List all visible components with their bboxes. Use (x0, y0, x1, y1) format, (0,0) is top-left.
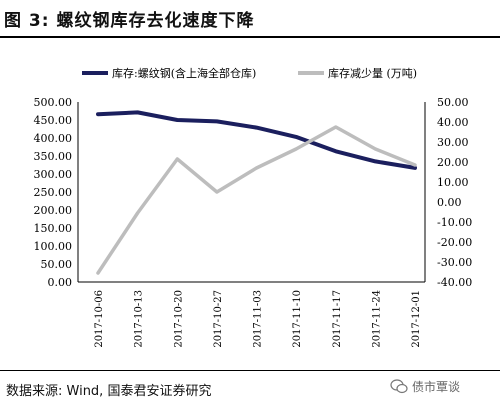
data-point-decrease (215, 190, 219, 194)
data-point-stock (413, 166, 417, 170)
x-tick-label: 2017-11-10 (292, 290, 303, 348)
page-title: 图 3: 螺纹钢库存去化速度下降 (4, 11, 255, 31)
data-point-stock (96, 112, 100, 116)
data-point-decrease (334, 125, 338, 129)
data-point-decrease (96, 271, 100, 275)
data-point-decrease (373, 147, 377, 151)
left-tick-label: 250.00 (34, 186, 73, 199)
x-tick-label: 2017-12-01 (411, 290, 422, 348)
left-tick-label: 450.00 (34, 114, 73, 127)
left-tick-label: 300.00 (34, 168, 73, 181)
line-chart: 库存:螺纹钢(含上海全部仓库) 库存减少量 (万吨) 500.00 450.00 4… (34, 66, 473, 348)
x-tick-label: 2017-11-17 (332, 290, 343, 348)
right-tick-label: 50.00 (437, 96, 469, 109)
left-tick-label: 400.00 (34, 132, 73, 145)
wechat-icon (390, 379, 408, 394)
data-point-decrease (136, 211, 140, 215)
series-line-decrease (96, 125, 417, 275)
right-tick-label: 0.00 (437, 196, 462, 209)
right-tick-label: -10.00 (437, 216, 472, 229)
data-point-stock (373, 159, 377, 163)
x-tick-label: 2017-10-06 (94, 290, 105, 348)
left-tick-label: 200.00 (34, 204, 73, 217)
data-point-stock (334, 149, 338, 153)
data-point-stock (255, 126, 258, 130)
data-point-stock (215, 119, 219, 123)
left-tick-label: 50.00 (41, 258, 73, 271)
left-tick-label: 150.00 (34, 222, 73, 235)
left-tick-label: 0.00 (48, 276, 73, 289)
data-point-decrease (294, 147, 298, 151)
right-tick-label: -30.00 (437, 256, 472, 269)
x-tick-label: 2017-10-13 (134, 290, 145, 348)
data-point-decrease (413, 163, 417, 167)
series-line-stock (96, 110, 417, 170)
x-tick-label: 2017-11-03 (253, 290, 264, 348)
x-tick-label: 2017-10-27 (213, 290, 224, 348)
x-tick-label: 2017-11-24 (371, 290, 382, 348)
title-rule (0, 36, 500, 38)
right-tick-label: 30.00 (437, 136, 469, 149)
data-point-stock (294, 135, 298, 139)
data-point-decrease (255, 166, 258, 170)
watermark: 债市覃谈 (390, 378, 460, 395)
right-tick-label: 20.00 (437, 156, 469, 169)
left-tick-label: 350.00 (34, 150, 73, 163)
source-note: 数据来源: Wind, 国泰君安证券研究 (6, 384, 212, 399)
axes: 500.00 450.00 400.00 350.00 300.00 250.00 200.… (34, 96, 473, 348)
right-tick-label: 40.00 (437, 116, 469, 129)
legend-label-decrease: 库存减少量 (万吨) (328, 66, 417, 80)
left-tick-label: 100.00 (34, 240, 73, 253)
legend: 库存:螺纹钢(含上海全部仓库) 库存减少量 (万吨) (82, 66, 417, 80)
legend-label-stock: 库存:螺纹钢(含上海全部仓库) (112, 66, 256, 80)
data-point-stock (175, 118, 179, 122)
right-tick-label: -40.00 (437, 276, 472, 289)
left-tick-label: 500.00 (34, 96, 73, 109)
series (96, 110, 417, 275)
footer-rule (0, 370, 500, 371)
right-tick-label: 10.00 (437, 176, 469, 189)
right-tick-label: -20.00 (437, 236, 472, 249)
data-point-decrease (175, 157, 179, 161)
watermark-text: 债市覃谈 (412, 380, 461, 394)
x-tick-label: 2017-10-20 (173, 290, 184, 348)
data-point-stock (136, 110, 140, 114)
